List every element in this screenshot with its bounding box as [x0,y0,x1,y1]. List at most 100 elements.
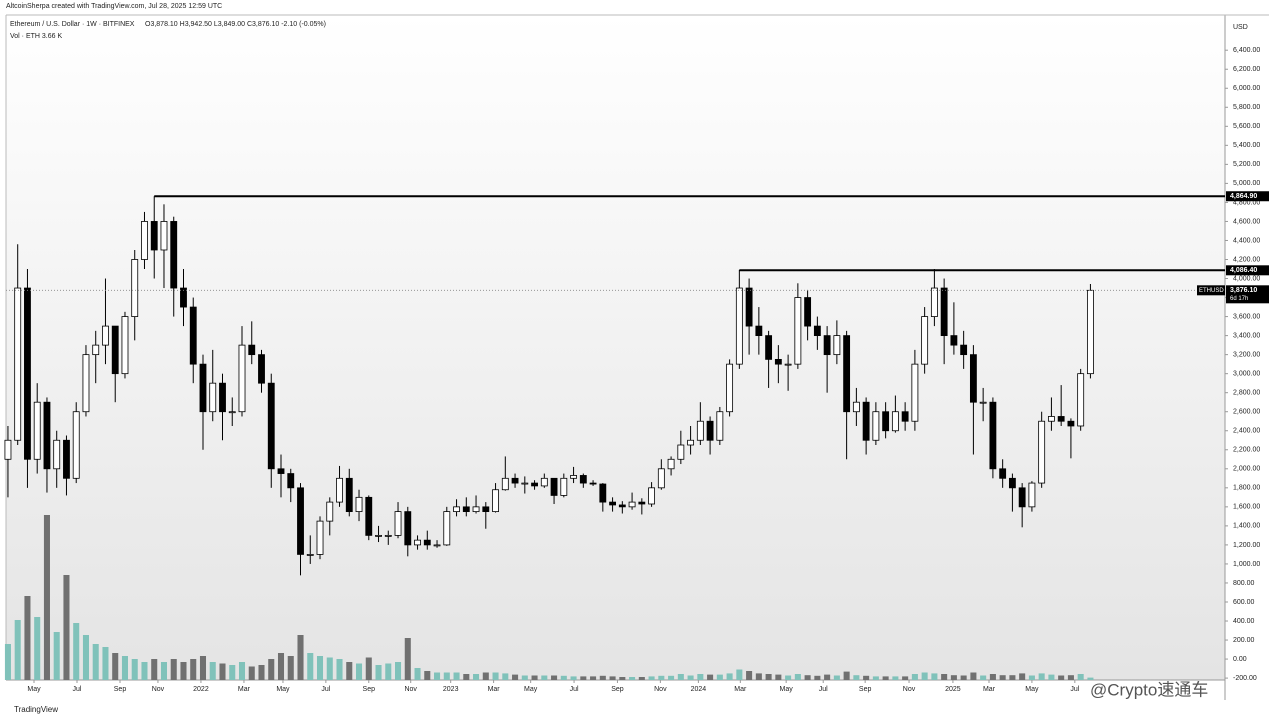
candle-body [628,501,636,508]
x-tick-label: Sep [363,686,376,693]
candle-body [823,335,831,356]
volume-bar [395,662,402,680]
volume-bar [960,675,967,680]
volume-bar [502,673,509,680]
volume-bar [34,617,41,680]
candle-body [735,287,743,365]
volume-bar [843,671,850,680]
y-tick-label: 1,400.00 [1233,523,1260,530]
volume-bar [892,676,899,680]
x-tick-label: 2025 [945,686,961,693]
x-tick-label: 2023 [443,686,459,693]
candle-body [755,325,763,337]
x-tick-label: Nov [654,686,667,693]
candle-body [180,287,187,308]
volume-bar [268,659,275,680]
volume-bar [170,659,177,680]
volume-bar [804,675,811,680]
candle-body [765,335,773,360]
volume-bar [248,666,255,680]
candle-body [511,477,519,484]
price-axis [1225,15,1269,680]
x-tick-label: Mar [488,686,501,693]
volume-bar [229,665,236,680]
candle-body [131,259,139,317]
last-price-label: 3,876.10 [1230,287,1257,294]
volume-bar [531,675,538,680]
last-price-box [1226,285,1269,304]
candle-body [960,344,968,356]
candle-body [209,382,217,413]
candle-body [1067,420,1075,427]
volume-bar [541,675,548,680]
candle-body [687,439,695,446]
volume-bar [346,662,353,680]
candle-body [150,221,158,251]
volume-bar [551,675,558,680]
volume-bar [258,665,265,680]
watermark: @Crypto速通车 [1090,680,1208,699]
candle-body [414,539,421,546]
volume-legend: Vol · ETH 3.66 K [10,33,62,40]
y-tick-label: 4,600.00 [1233,218,1260,225]
volume-bar [121,656,128,680]
candle-body [345,477,353,513]
x-tick-label: May [1025,686,1039,693]
volume-bar [473,674,480,680]
candle-body [1038,420,1046,484]
y-tick-label: 1,000.00 [1233,561,1260,568]
candle-body [433,544,441,547]
y-tick-label: 1,200.00 [1233,542,1260,549]
candle-body [911,363,919,422]
candle-body [930,287,938,317]
candle-body [843,335,851,413]
candle-body [696,420,704,441]
volume-bar [141,662,148,680]
candle-body [33,401,41,460]
credit: AltcoinSherpa created with TradingView.c… [6,3,222,10]
candle-body [638,501,646,505]
volume-bar [24,596,31,680]
candle-body [63,439,70,479]
candle-body [394,511,402,536]
volume-bar [833,675,840,680]
volume-bar [287,656,294,680]
candle-body [599,483,607,503]
volume-bar [1038,673,1045,680]
level-label-box [1226,191,1269,202]
volume-bar [931,673,938,680]
volume-bar [199,656,207,680]
volume-bar [151,659,158,680]
volume-bar [53,632,60,680]
candle-body [141,221,148,260]
candle-body [579,475,587,484]
x-tick-label: 2022 [193,686,209,693]
volume-bar [599,675,606,680]
volume-bar [570,676,577,680]
footer-logo: TradingView [14,705,58,714]
candle-body [618,504,626,508]
volume-bar [755,673,762,680]
candle-body [102,325,109,346]
volume-bar [102,647,109,680]
volume-bar [131,659,138,680]
y-tick-label: 3,000.00 [1233,371,1260,378]
x-tick-label: Sep [859,686,872,693]
y-tick-label: 2,800.00 [1233,390,1260,397]
volume-bar [970,672,977,680]
candle-body [706,420,714,441]
volume-bar [872,676,879,680]
volume-bar [707,674,714,680]
candle-body [560,477,568,496]
plot-area [6,15,1225,680]
candle-body [492,489,499,513]
volume-bar [512,674,519,680]
volume-bar [521,675,528,680]
candle-body [258,354,265,384]
candle-body [501,477,509,491]
x-tick-label: Sep [114,686,127,693]
y-tick-label: 1,600.00 [1233,504,1260,511]
x-tick-label: Nov [404,686,417,693]
